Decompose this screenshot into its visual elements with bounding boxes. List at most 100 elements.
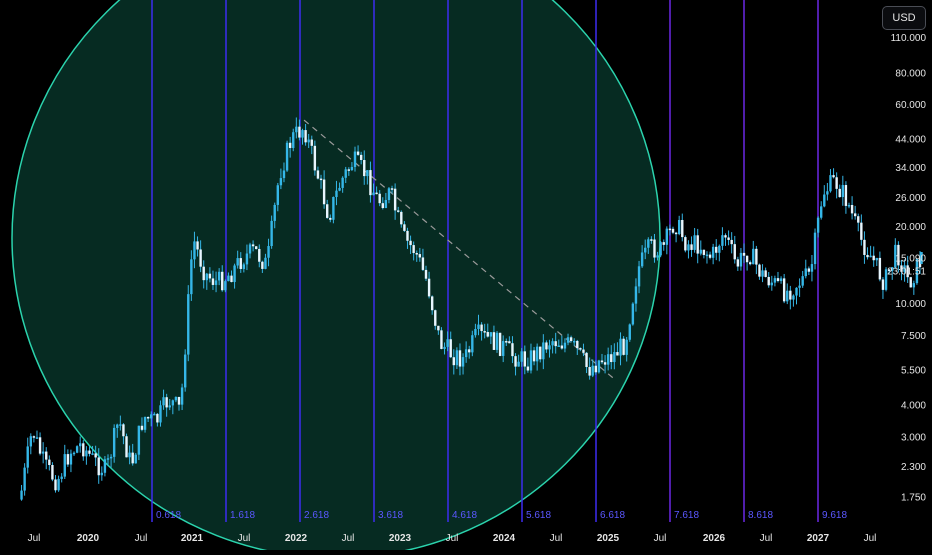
candle-body[interactable]: [542, 342, 545, 360]
candle-body[interactable]: [69, 453, 73, 465]
candle-body[interactable]: [390, 188, 394, 190]
candle-body[interactable]: [418, 254, 422, 258]
candle-body[interactable]: [875, 257, 878, 261]
candle-body[interactable]: [449, 339, 452, 358]
candle-body[interactable]: [35, 437, 39, 439]
candle-body[interactable]: [918, 258, 922, 268]
candle-body[interactable]: [551, 341, 554, 346]
candle-body[interactable]: [647, 239, 650, 248]
candle-body[interactable]: [677, 219, 681, 235]
candle-body[interactable]: [894, 244, 897, 268]
candle-body[interactable]: [644, 247, 647, 253]
candle-body[interactable]: [150, 414, 153, 419]
candle-body[interactable]: [369, 170, 372, 196]
candle-body[interactable]: [183, 354, 187, 388]
candle-body[interactable]: [387, 188, 391, 201]
candle-body[interactable]: [486, 332, 489, 337]
candle-body[interactable]: [72, 452, 76, 455]
candle-body[interactable]: [548, 345, 551, 350]
candle-body[interactable]: [242, 264, 246, 269]
candle-body[interactable]: [505, 341, 508, 343]
candle-body[interactable]: [782, 278, 786, 302]
candle-body[interactable]: [245, 253, 249, 265]
candle-body[interactable]: [915, 258, 919, 284]
candle-body[interactable]: [619, 338, 622, 356]
candle-body[interactable]: [48, 459, 51, 466]
candle-body[interactable]: [171, 400, 175, 406]
candle-body[interactable]: [156, 413, 159, 423]
candle-body[interactable]: [307, 139, 310, 143]
candle-body[interactable]: [446, 339, 449, 347]
candle-body[interactable]: [699, 249, 702, 254]
candle-body[interactable]: [711, 246, 715, 258]
candle-body[interactable]: [705, 254, 709, 257]
candle-body[interactable]: [569, 337, 573, 341]
candle-body[interactable]: [26, 446, 29, 468]
candle-body[interactable]: [920, 252, 923, 265]
candle-body[interactable]: [397, 210, 400, 212]
candle-body[interactable]: [576, 340, 579, 349]
candle-body[interactable]: [415, 253, 418, 255]
candle-body[interactable]: [471, 335, 474, 353]
candle-body[interactable]: [261, 261, 264, 269]
candle-body[interactable]: [718, 245, 721, 253]
candle-body[interactable]: [409, 240, 412, 246]
candle-body[interactable]: [807, 268, 811, 272]
candle-body[interactable]: [23, 467, 26, 491]
candle-body[interactable]: [193, 241, 196, 260]
candle-body[interactable]: [258, 248, 261, 262]
candle-body[interactable]: [437, 325, 440, 331]
candle-body[interactable]: [143, 416, 147, 430]
candle-body[interactable]: [850, 205, 854, 214]
candle-body[interactable]: [153, 413, 156, 416]
candle-body[interactable]: [199, 249, 202, 267]
candle-body[interactable]: [112, 427, 116, 457]
candle-body[interactable]: [823, 194, 826, 207]
candle-body[interactable]: [755, 248, 758, 265]
candle-body[interactable]: [489, 332, 493, 337]
candle-body[interactable]: [304, 130, 307, 143]
candle-body[interactable]: [594, 365, 598, 373]
candle-body[interactable]: [668, 228, 672, 231]
candle-body[interactable]: [57, 478, 60, 491]
candle-body[interactable]: [606, 354, 610, 365]
candle-body[interactable]: [196, 241, 199, 250]
candle-body[interactable]: [483, 331, 486, 333]
candle-body[interactable]: [733, 244, 736, 260]
candle-body[interactable]: [628, 324, 631, 340]
candle-body[interactable]: [498, 332, 502, 356]
candle-body[interactable]: [91, 453, 94, 455]
candle-body[interactable]: [792, 295, 795, 300]
candle-body[interactable]: [221, 271, 224, 291]
candle-body[interactable]: [887, 269, 891, 272]
candle-body[interactable]: [480, 324, 483, 332]
candle-body[interactable]: [109, 456, 113, 459]
candle-body[interactable]: [891, 267, 894, 272]
candle-body[interactable]: [162, 397, 165, 406]
candle-body[interactable]: [400, 211, 403, 225]
candle-body[interactable]: [829, 175, 832, 192]
candle-body[interactable]: [347, 169, 351, 171]
candle-body[interactable]: [295, 126, 298, 133]
candle-body[interactable]: [273, 204, 276, 221]
candle-body[interactable]: [233, 265, 236, 283]
candle-body[interactable]: [455, 350, 459, 366]
candle-body[interactable]: [539, 346, 542, 360]
candle-body[interactable]: [217, 271, 221, 281]
candle-body[interactable]: [75, 446, 79, 453]
candle-body[interactable]: [94, 453, 97, 458]
candle-body[interactable]: [88, 450, 91, 454]
candle-body[interactable]: [140, 425, 144, 430]
candle-body[interactable]: [838, 188, 841, 198]
candle-body[interactable]: [532, 350, 536, 362]
candle-body[interactable]: [366, 170, 369, 177]
candle-body[interactable]: [795, 287, 798, 296]
candle-body[interactable]: [566, 337, 570, 343]
candle-body[interactable]: [517, 361, 520, 367]
candle-body[interactable]: [739, 252, 743, 267]
candle-body[interactable]: [804, 268, 807, 277]
candle-body[interactable]: [702, 249, 706, 255]
candle-body[interactable]: [316, 170, 320, 179]
